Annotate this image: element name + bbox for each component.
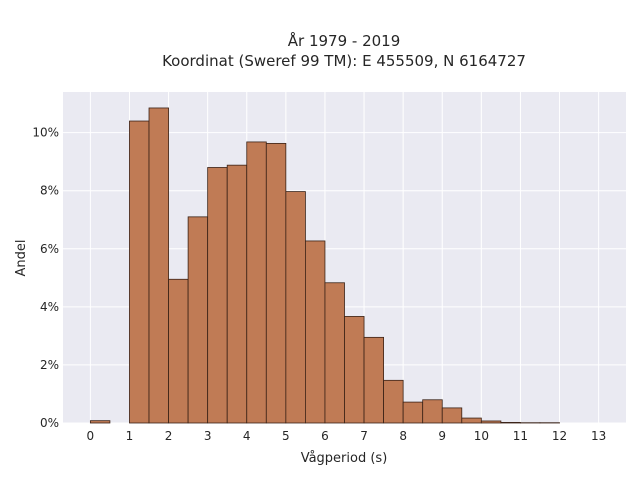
x-tick-label: 10 (474, 429, 489, 443)
histogram-bar (129, 120, 150, 424)
histogram-bar (363, 336, 384, 424)
histogram-bar (383, 379, 404, 424)
y-axis-label: Andel (14, 240, 29, 277)
histogram-bar (461, 417, 482, 424)
x-tick-label: 13 (591, 429, 606, 443)
histogram-bar (402, 401, 424, 424)
x-tick-label: 12 (552, 429, 567, 443)
chart-title: År 1979 - 2019 (288, 31, 401, 50)
histogram-bar (422, 399, 443, 424)
histogram-bar (285, 191, 306, 424)
histogram-bar (265, 142, 287, 424)
y-tick-label: 2% (40, 358, 59, 372)
x-tick-label: 6 (321, 429, 329, 443)
histogram-bar (246, 141, 267, 424)
x-tick-label: 1 (126, 429, 134, 443)
y-tick-label: 6% (40, 242, 59, 256)
histogram-bar (441, 407, 463, 424)
histogram-bar (168, 278, 189, 424)
histogram-bar (89, 420, 111, 424)
x-tick-label: 5 (282, 429, 290, 443)
histogram-bar (344, 316, 365, 424)
histogram-bar (480, 420, 502, 424)
y-tick-label: 8% (40, 184, 59, 198)
x-tick-label: 8 (399, 429, 407, 443)
histogram-bar (226, 164, 248, 424)
histogram-bar (148, 107, 169, 424)
chart-subtitle: Koordinat (Sweref 99 TM): E 455509, N 61… (162, 52, 526, 70)
x-tick-label: 4 (243, 429, 251, 443)
x-tick-label: 3 (204, 429, 212, 443)
x-tick-label: 0 (87, 429, 95, 443)
x-tick-label: 7 (360, 429, 368, 443)
y-tick-label: 10% (32, 126, 59, 140)
histogram-bar (305, 240, 326, 424)
x-tick-label: 9 (438, 429, 446, 443)
histogram-bar (324, 282, 345, 424)
x-tick-label: 2 (165, 429, 173, 443)
x-axis-label: Vågperiod (s) (301, 451, 388, 466)
x-tick-labels: 0 1 2 3 4 5 6 7 8 9 10 11 12 13 (87, 429, 607, 443)
histogram-bar (207, 167, 228, 424)
x-tick-label: 11 (513, 429, 528, 443)
histogram-bar (187, 216, 209, 424)
y-tick-labels: 0% 2% 4% 6% 8% 10% (32, 126, 59, 430)
bars (89, 107, 560, 424)
histogram-bar (500, 422, 521, 424)
y-tick-label: 4% (40, 300, 59, 314)
y-tick-label: 0% (40, 416, 59, 430)
